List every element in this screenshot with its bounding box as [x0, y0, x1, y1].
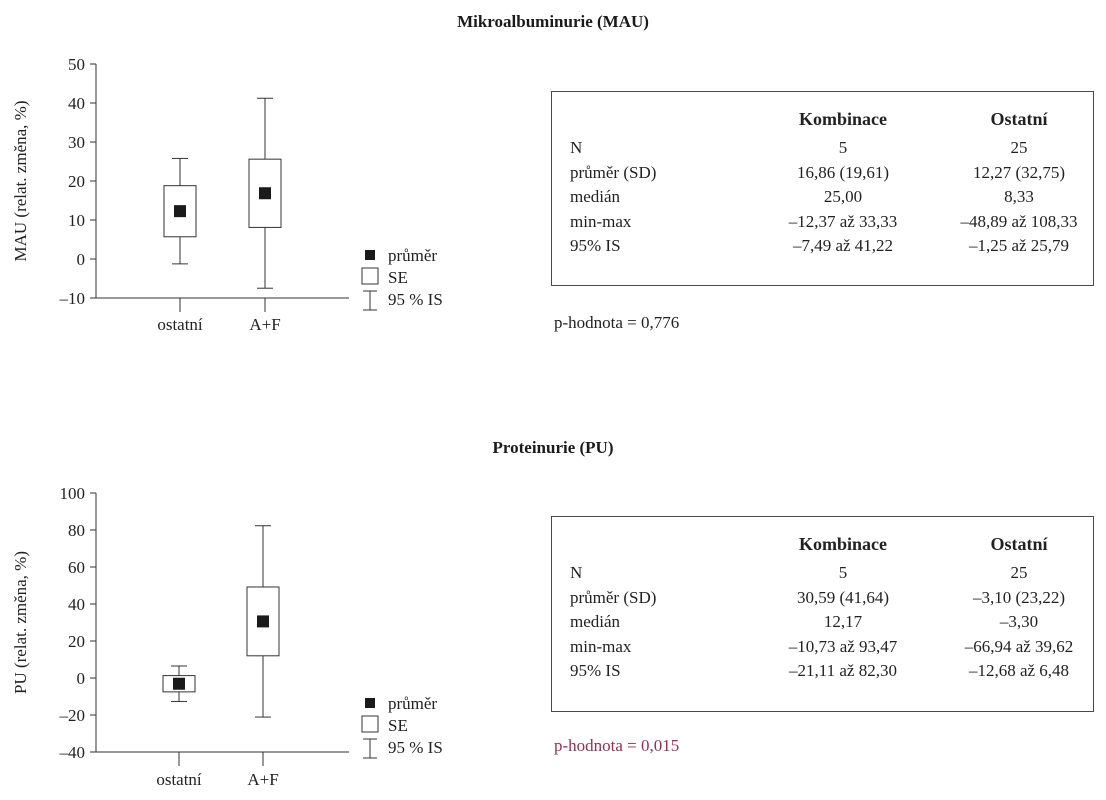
mau-table-cell: 25: [1010, 138, 1028, 157]
mau-panel: Mikroalbuminurie (MAU) 50 40 30 20 10 0 –10 MAU…: [11, 12, 1094, 334]
pu-af-mean-marker: [257, 615, 269, 628]
pu-table-row-label: 95% IS: [570, 661, 621, 680]
mau-y-tick-label: 50: [68, 55, 85, 74]
pu-p-value: p-hodnota = 0,015: [554, 736, 680, 755]
pu-y-tick-label: 60: [68, 558, 85, 577]
mau-y-tick-label: –10: [59, 289, 86, 308]
pu-table-row-label: N: [570, 563, 583, 582]
pu-table-cell: 30,59 (41,64): [796, 587, 890, 607]
pu-table-cell: –21,11 až 82,30: [789, 661, 897, 680]
mau-table-cell: 12,27 (32,75): [972, 162, 1066, 182]
pu-y-tick-label: 100: [60, 484, 86, 503]
mau-y-tick-label: 20: [68, 172, 85, 191]
mau-x-tick-label-ostatni: ostatní: [157, 315, 203, 334]
mau-y-tick-label: 40: [68, 94, 85, 113]
pu-table-cell: –3,10 (23,22): [972, 587, 1066, 607]
mau-table-cell: –1,25 až 25,79: [968, 236, 1070, 255]
pu-table-cell: 12,17: [823, 612, 863, 631]
mau-table-cell: 5: [838, 138, 848, 157]
pu-legend-mean-label: průměr: [388, 694, 437, 713]
mau-stats-table: Kombinace Ostatní N 5 25 průměr (SD) 16,86 (19…: [551, 91, 1094, 286]
pu-legend-mean-swatch: [365, 698, 375, 708]
mau-y-tick-label: 30: [68, 133, 85, 152]
mau-table-row-label: min-max: [570, 211, 632, 231]
mau-legend-mean-swatch: [365, 250, 375, 260]
mau-table-row-label: medián: [570, 187, 621, 206]
pu-ostatni-mean-marker: [173, 677, 185, 690]
mau-table-row-label: průměr (SD): [570, 162, 657, 182]
mau-af-mean-marker: [259, 187, 271, 200]
pu-y-tick-label: 0: [77, 669, 86, 688]
pu-table-header-ostatni: Ostatní: [990, 534, 1048, 554]
pu-y-tick-label: –40: [59, 743, 86, 762]
mau-x-tick-label-af: A+F: [249, 315, 280, 334]
pu-chart-title: Proteinurie (PU): [492, 438, 614, 457]
mau-table-cell: –12,37 až 33,33: [788, 211, 898, 231]
mau-legend-se-swatch: [361, 267, 379, 285]
pu-y-tick-label: 80: [68, 521, 85, 540]
pu-table-row-label: min-max: [570, 636, 632, 656]
mau-table-header-ostatni: Ostatní: [990, 109, 1048, 129]
pu-table-cell: –66,94 až 39,62: [964, 636, 1074, 656]
mau-y-tick-label: 0: [77, 250, 86, 269]
pu-table-cell: –3,30: [999, 612, 1039, 631]
mau-table-header-kombinace: Kombinace: [799, 109, 887, 129]
pu-boxplot: 100 80 60 40 20 0 –20 –40 PU (relat. změna, %) os…: [11, 484, 443, 789]
mau-legend-ci-label: 95 % IS: [388, 290, 443, 309]
mau-table-cell: –7,49 až 41,22: [792, 236, 894, 255]
pu-y-tick-label: –20: [59, 706, 86, 725]
pu-x-tick-label-ostatni: ostatní: [156, 770, 202, 789]
pu-table-header-kombinace: Kombinace: [799, 534, 887, 554]
mau-table-row-label: N: [570, 138, 583, 157]
mau-table-cell: 8,33: [1004, 187, 1034, 206]
mau-y-tick-label: 10: [68, 211, 85, 230]
mau-table-row-label: 95% IS: [570, 236, 621, 255]
pu-table-cell: –10,73 až 93,47: [788, 636, 898, 656]
pu-legend-ci-label: 95 % IS: [388, 738, 443, 757]
mau-boxplot: 50 40 30 20 10 0 –10 MAU (relat. změna, %) ostat…: [11, 55, 443, 334]
pu-y-tick-label: 40: [68, 595, 85, 614]
pu-y-tick-label: 20: [68, 632, 85, 651]
pu-y-axis-label: PU (relat. změna, %): [11, 551, 30, 694]
mau-legend-mean-label: průměr: [388, 246, 437, 265]
pu-legend-se-label: SE: [388, 716, 408, 735]
mau-y-axis-label: MAU (relat. změna, %): [11, 101, 30, 262]
pu-table-cell: 5: [838, 563, 848, 582]
pu-table-row-label: medián: [570, 612, 621, 631]
pu-panel: Proteinurie (PU) 100 80 60 40 20 0 –20 –40 PU (r…: [0, 400, 1106, 800]
mau-ostatni-mean-marker: [174, 205, 186, 218]
pu-x-tick-label-af: A+F: [247, 770, 278, 789]
mau-p-value: p-hodnota = 0,776: [554, 313, 680, 332]
mau-table-cell: –48,89 až 108,33: [960, 211, 1078, 231]
mau-legend-se-label: SE: [388, 268, 408, 287]
mau-table-cell: 16,86 (19,61): [796, 162, 890, 182]
pu-table-cell: 25: [1010, 563, 1028, 582]
pu-table-cell: –12,68 až 6,48: [968, 661, 1070, 680]
pu-legend-se-swatch: [361, 715, 379, 733]
pu-table-row-label: průměr (SD): [570, 587, 657, 607]
pu-stats-table: Kombinace Ostatní N 5 25 průměr (SD) 30,59 (41…: [551, 516, 1094, 712]
mau-chart-title: Mikroalbuminurie (MAU): [457, 12, 649, 31]
mau-table-cell: 25,00: [823, 187, 863, 206]
